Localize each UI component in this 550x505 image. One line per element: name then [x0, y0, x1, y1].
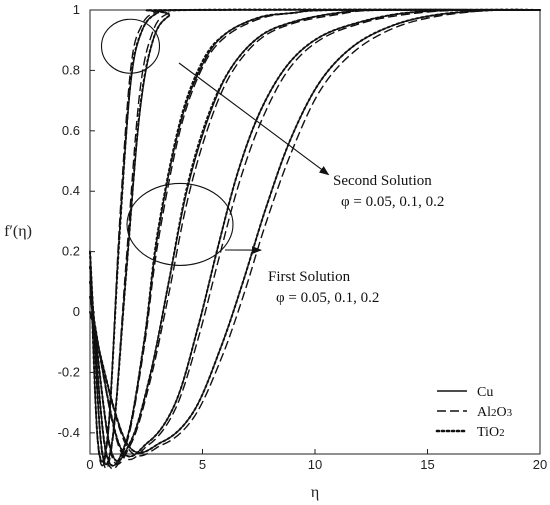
annotation-layer: Second Solution φ = 0.05, 0.1, 0.2 First S…	[100, 18, 444, 306]
y-tick-label: 0.4	[62, 183, 80, 198]
annotation-parameters: φ = 0.05, 0.1, 0.2	[276, 290, 379, 306]
series-line-17-dashed	[89, 8, 541, 457]
x-tick-label: 10	[308, 457, 322, 472]
y-tick-label: -0.4	[58, 425, 80, 440]
x-tick-label: 5	[199, 457, 206, 472]
y-tick-label: -0.2	[58, 364, 80, 379]
y-tick-label: 0.6	[62, 123, 80, 138]
x-axis-label: η	[311, 484, 319, 501]
series-line-8-dashed	[89, 9, 541, 470]
legend-label: Al2O3	[477, 405, 513, 420]
series-line-6-dotted	[89, 8, 541, 466]
annotation-circle	[126, 182, 234, 266]
series-line-2-dashed	[89, 9, 541, 467]
x-tick-label: 20	[533, 457, 547, 472]
series-layer	[89, 8, 541, 470]
y-axis-label: f′(η)	[4, 223, 32, 240]
series-line-12-dotted	[89, 8, 541, 463]
y-tick-label: 0	[73, 304, 80, 319]
y-tick-label: 1	[73, 2, 80, 17]
series-line-11-dashed	[89, 8, 541, 465]
series-line-5-dashed	[89, 9, 541, 470]
series-line-15-dotted	[89, 8, 541, 458]
annotation-circle	[100, 18, 161, 74]
annotation-parameters: φ = 0.05, 0.1, 0.2	[341, 194, 444, 210]
annotation-title: First Solution	[268, 269, 351, 285]
series-line-9-dotted	[89, 8, 541, 467]
series-line-16-solid	[89, 8, 541, 454]
ticks-layer: 0 5 10 15 20 -0.4 -0.2 0 0.2 0.4 0.6 0.8 1	[58, 2, 548, 472]
legend: Cu Al2O3 TiO2	[435, 385, 513, 440]
y-tick-label: 0.2	[62, 244, 80, 259]
y-tick-label: 0.8	[62, 62, 80, 77]
series-line-14-dashed	[89, 8, 541, 461]
legend-label: Cu	[477, 385, 493, 400]
x-tick-label: 0	[86, 457, 93, 472]
annotation-title: Second Solution	[333, 173, 432, 189]
x-tick-label: 15	[420, 457, 434, 472]
legend-label: TiO2	[477, 425, 505, 440]
series-line-18-dotted	[89, 8, 541, 454]
annotation-arrow	[178, 62, 330, 176]
